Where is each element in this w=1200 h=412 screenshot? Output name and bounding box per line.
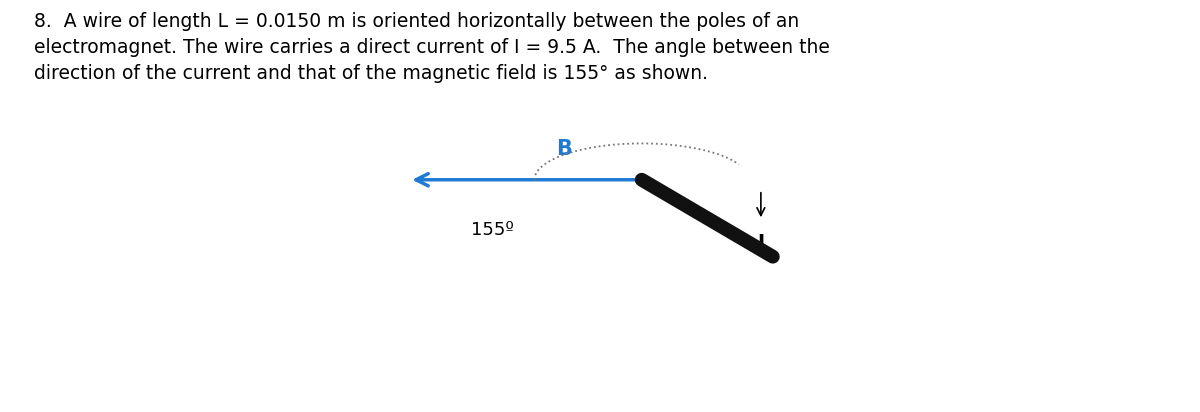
Text: 155º: 155º: [472, 221, 514, 239]
Text: 8.  A wire of length L = 0.0150 m is oriented horizontally between the poles of : 8. A wire of length L = 0.0150 m is orie…: [34, 12, 830, 83]
Text: B: B: [557, 140, 572, 159]
Text: I: I: [757, 233, 764, 252]
